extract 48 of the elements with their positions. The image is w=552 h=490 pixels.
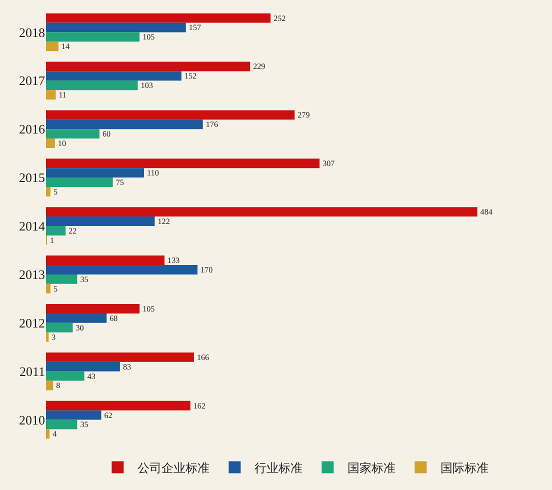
bar — [46, 362, 120, 372]
y-tick-label: 2014 — [19, 218, 46, 234]
bar — [46, 42, 58, 52]
y-tick-label: 2016 — [19, 122, 46, 137]
bar — [46, 138, 55, 148]
legend-label: 行业标准 — [254, 460, 303, 475]
y-tick-label: 2013 — [19, 266, 45, 282]
legend-label: 公司企业标准 — [138, 460, 210, 475]
y-tick-label: 2011 — [19, 364, 45, 379]
bar — [46, 168, 144, 178]
y-tick-label: 2012 — [19, 315, 45, 330]
bar — [46, 110, 295, 120]
bar — [46, 410, 102, 420]
y-tick-label: 2018 — [19, 24, 45, 40]
bar — [46, 304, 140, 314]
bar — [46, 332, 49, 342]
bar — [46, 129, 100, 139]
bar — [46, 187, 50, 196]
bar — [46, 216, 155, 226]
bar — [46, 120, 203, 130]
legend-label: 国家标准 — [348, 460, 396, 475]
bar — [46, 265, 198, 274]
bar — [46, 13, 271, 23]
y-tick-label: 2017 — [19, 73, 46, 88]
bar — [46, 256, 165, 265]
bar — [46, 322, 73, 332]
bar — [46, 158, 320, 168]
bar — [46, 32, 140, 42]
bar — [46, 90, 56, 100]
bar — [46, 313, 107, 323]
bar — [46, 22, 186, 32]
bar — [46, 380, 54, 390]
bar — [46, 284, 50, 294]
legend-label: 国际标准 — [440, 460, 489, 475]
y-tick-label: 2010 — [19, 412, 45, 428]
bar — [46, 80, 138, 90]
bar — [46, 226, 66, 236]
bar — [46, 71, 182, 81]
bar — [46, 274, 78, 284]
bar — [46, 400, 190, 410]
bar — [46, 420, 78, 430]
bar — [46, 429, 50, 439]
bar — [46, 207, 478, 217]
bar — [46, 62, 250, 72]
y-tick-label: 2015 — [19, 170, 45, 186]
bar — [46, 371, 84, 381]
bar — [46, 178, 113, 187]
bar — [46, 352, 194, 362]
